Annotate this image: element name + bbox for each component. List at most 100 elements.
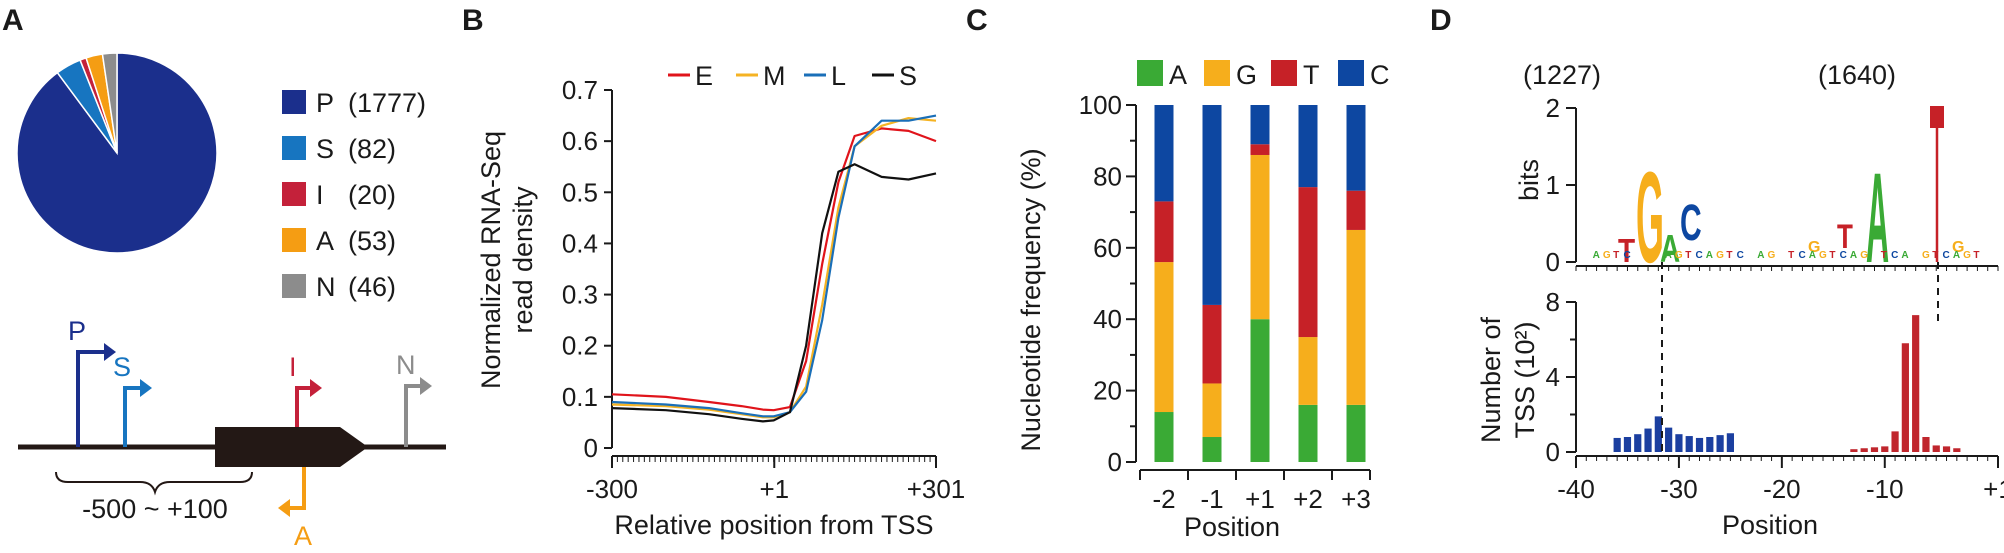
bar-y-tick-label: 0 bbox=[1108, 447, 1122, 477]
line-ylabel-1: Normalized RNA-Seq bbox=[476, 131, 506, 389]
pie-chart bbox=[16, 52, 218, 254]
motif-count-1: (1227) bbox=[1523, 60, 1601, 90]
tss-label-i: I bbox=[289, 352, 297, 382]
logo-background-letter: C bbox=[1798, 250, 1805, 261]
line-y-tick-label: 0.1 bbox=[562, 382, 598, 412]
bar-xlabel: Position bbox=[1184, 512, 1280, 542]
tss-bar bbox=[1634, 434, 1642, 452]
legend-swatch-s bbox=[282, 136, 306, 160]
logo-letter-a2: A bbox=[1866, 147, 1889, 290]
line-y-tick-label: 0.6 bbox=[562, 126, 598, 156]
logo-background-letter: T bbox=[1788, 250, 1794, 261]
logo-background-letter: C bbox=[1943, 250, 1950, 261]
bar-segment-a bbox=[1154, 412, 1174, 462]
tss-y-tick-label: 0 bbox=[1546, 437, 1560, 467]
tss-bar bbox=[1870, 447, 1879, 452]
bar-segment-t bbox=[1346, 190, 1366, 230]
bar-segment-c bbox=[1154, 105, 1174, 202]
panel-c-label: C bbox=[966, 4, 988, 37]
legend-count-p: (1777) bbox=[348, 88, 426, 118]
tss-label-a: A bbox=[294, 521, 312, 551]
bar-segment-t bbox=[1250, 144, 1270, 155]
tss-x-tick-label: -10 bbox=[1866, 474, 1904, 504]
line-y-tick-label: 0.2 bbox=[562, 331, 598, 361]
bar-x-ticks: -2 -1 +1 +2 +3 bbox=[1139, 469, 1371, 514]
tss-label-s: S bbox=[113, 352, 131, 382]
bar-legend-label-c: C bbox=[1370, 60, 1390, 90]
logo-background-letter: A bbox=[1757, 250, 1764, 261]
logo-background-letter: G bbox=[1963, 250, 1971, 261]
logo-background-letter: G bbox=[1675, 250, 1683, 261]
legend-count-a: (53) bbox=[348, 226, 396, 256]
bar-segment-g bbox=[1298, 337, 1318, 405]
logo-axis: 0 1 2 bbox=[1546, 93, 1999, 277]
tss-bar bbox=[1932, 445, 1940, 452]
tss-y-tick-label: 8 bbox=[1546, 287, 1560, 317]
tss-x-tick-label: -20 bbox=[1763, 474, 1801, 504]
bar-legend-swatch-c bbox=[1338, 60, 1364, 86]
bar-legend-swatch-a bbox=[1137, 60, 1163, 86]
logo-letter-g3: G bbox=[1952, 239, 1964, 256]
tss-bar bbox=[1726, 433, 1734, 452]
logo-background-letter: G bbox=[1860, 250, 1868, 261]
logo-letter-t2: T bbox=[1837, 219, 1853, 256]
legend-count-n: (46) bbox=[348, 272, 396, 302]
tss-bar bbox=[1685, 436, 1693, 452]
line-x-tick-label: -300 bbox=[586, 474, 638, 504]
logo-background-letter: A bbox=[1953, 250, 1960, 261]
bar-y-tick-label: 40 bbox=[1093, 304, 1122, 334]
bar-y-ticks: 0 20 40 60 80 100 bbox=[1079, 90, 1137, 477]
bar-segment-t bbox=[1154, 201, 1174, 263]
bar-bars bbox=[1154, 105, 1366, 462]
tss-bar bbox=[1891, 431, 1899, 452]
stacked-bar-chart: 0 20 40 60 80 100 -2 -1 +1 +2 +3 A G T C Nucleotide … bbox=[1016, 60, 1390, 542]
line-series-l bbox=[611, 114, 937, 418]
logo-ylabel: bits bbox=[1514, 159, 1544, 201]
logo-background-letter: A bbox=[1665, 250, 1672, 261]
tss-bar bbox=[1695, 437, 1704, 452]
logo-letter-g1: G bbox=[1636, 146, 1664, 290]
bar-segment-g bbox=[1154, 262, 1174, 413]
line-ylabel-2: read density bbox=[508, 186, 538, 334]
bar-x-tick-label: -2 bbox=[1152, 484, 1175, 514]
bar-legend-label-g: G bbox=[1236, 60, 1257, 90]
logo-background-letter: A bbox=[1593, 250, 1600, 261]
line-y-tick-label: 0 bbox=[584, 433, 598, 463]
logo-letter-c1: C bbox=[1680, 194, 1702, 251]
line-legend-label-e: E bbox=[695, 61, 713, 91]
logo-background-letter: C bbox=[1840, 250, 1847, 261]
logo-background-letter: G bbox=[1603, 250, 1611, 261]
legend-key-a: A bbox=[316, 226, 334, 256]
tss-ylabel-1: Number of bbox=[1476, 316, 1506, 443]
logo-background-letter: T bbox=[1829, 250, 1835, 261]
bar-y-tick-label: 60 bbox=[1093, 233, 1122, 263]
logo-background-letter: G bbox=[1922, 250, 1930, 261]
bar-segment-g bbox=[1346, 229, 1366, 405]
logo-background-letter: C bbox=[1891, 250, 1898, 261]
tss-xlabel: Position bbox=[1722, 510, 1818, 540]
tss-x-tick-label: +1 bbox=[1983, 474, 2004, 504]
logo-background-letter: C bbox=[1623, 250, 1630, 261]
logo-background-letter: T bbox=[1685, 250, 1691, 261]
tss-bar bbox=[1922, 437, 1930, 452]
tss-bar bbox=[1860, 448, 1868, 452]
bar-x-tick-label: +3 bbox=[1341, 484, 1371, 514]
line-y-tick-label: 0.3 bbox=[562, 280, 598, 310]
bar-legend-label-a: A bbox=[1169, 60, 1187, 90]
bar-segment-a bbox=[1202, 437, 1222, 462]
bar-segment-t bbox=[1202, 304, 1222, 384]
bar-segment-c bbox=[1250, 105, 1270, 145]
range-label: -500 ~ +100 bbox=[82, 494, 228, 524]
pie-legend: P (1777) S (82) I (20) A (53) N (46) bbox=[282, 88, 426, 302]
tss-bar bbox=[1654, 416, 1662, 452]
tss-arrow-i: I bbox=[289, 352, 322, 427]
logo-letter-t1: T bbox=[1618, 232, 1635, 270]
bar-ylabel: Nucleotide frequency (%) bbox=[1016, 148, 1046, 451]
logo-background-letter: C bbox=[1696, 250, 1703, 261]
line-minor-ticks bbox=[611, 456, 936, 462]
bar-segment-c bbox=[1298, 105, 1318, 188]
logo-background-letter: T bbox=[1973, 250, 1979, 261]
logo-background-letter: A bbox=[1706, 250, 1713, 261]
